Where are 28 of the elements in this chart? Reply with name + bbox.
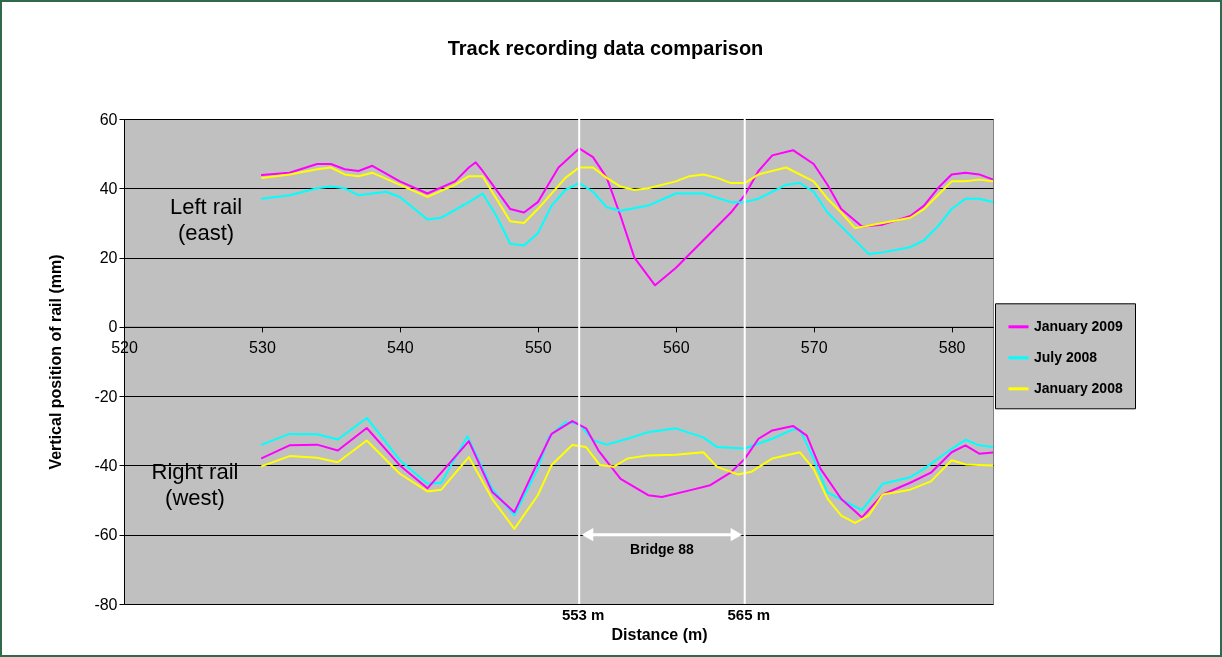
annotation: Left rail (east) <box>169 194 243 245</box>
y-axis-title: Vertical position of rail (mm) <box>47 254 65 470</box>
legend-label: July 2008 <box>1034 348 1098 365</box>
line-series <box>260 166 993 230</box>
x-tick-label: 550 <box>524 339 552 357</box>
x-axis-title: Distance (m) <box>611 625 708 643</box>
ref-line-label: 553 m <box>561 606 605 623</box>
y-tick-label: -40 <box>94 456 118 474</box>
y-tick-label: 0 <box>108 318 118 336</box>
chart-title: Track recording data comparison <box>447 37 764 59</box>
x-tick-label: 540 <box>387 339 414 357</box>
x-tick-label: 580 <box>938 339 966 357</box>
y-tick-label: -20 <box>94 387 118 405</box>
x-tick-label: 570 <box>800 339 828 357</box>
line-series <box>260 439 993 530</box>
legend-label: January 2008 <box>1034 379 1123 396</box>
legend-label: January 2009 <box>1034 317 1123 334</box>
x-tick-label: 560 <box>662 339 690 357</box>
y-tick-label: 60 <box>99 110 118 128</box>
annotation: Bridge 88 <box>630 540 695 557</box>
line-series <box>260 147 993 287</box>
x-tick-label: 530 <box>249 339 276 357</box>
y-tick-label: -80 <box>94 595 118 613</box>
y-tick-label: 40 <box>99 179 118 197</box>
y-tick-label: 20 <box>99 249 118 267</box>
ref-line-label: 565 m <box>727 606 770 623</box>
line-series <box>260 182 993 256</box>
y-tick-label: -60 <box>94 526 118 544</box>
